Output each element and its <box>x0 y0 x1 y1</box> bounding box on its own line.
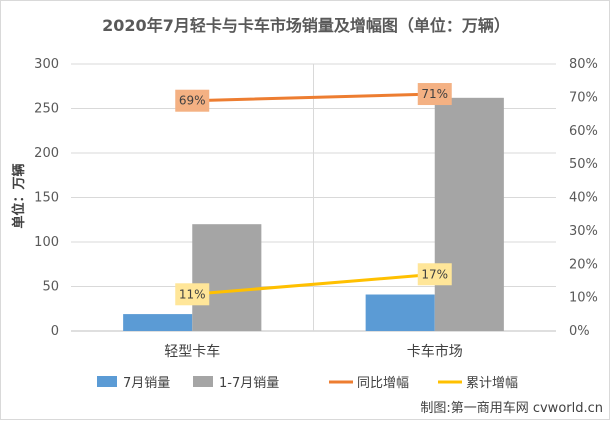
legend-item: 7月销量 <box>123 376 170 391</box>
grid <box>71 63 556 332</box>
y-tick-label: 100 <box>34 235 59 250</box>
y2-tick-label: 0% <box>569 324 590 339</box>
data-label-box <box>417 263 452 286</box>
y-tick-label: 50 <box>42 280 59 295</box>
series-line <box>190 272 437 296</box>
legend: 7月销量 1-7月销量 同比增幅 累计增幅 <box>97 376 518 391</box>
bar <box>434 97 504 331</box>
bars <box>123 97 504 331</box>
legend-item: 同比增幅 <box>357 376 409 391</box>
series-line <box>190 92 437 103</box>
y2-tick-label: 10% <box>569 291 598 306</box>
legend-item: 1-7月销量 <box>219 376 279 391</box>
y2-tick-label: 30% <box>569 224 598 239</box>
y2-tick-label: 20% <box>569 257 598 272</box>
y-axis-label: 单位：万辆 <box>11 163 27 228</box>
y2-tick-label: 60% <box>569 124 598 139</box>
y-tick-label: 150 <box>34 191 59 206</box>
data-label: 69% <box>179 94 206 108</box>
y2-tick-label: 50% <box>569 157 598 172</box>
bar <box>365 294 435 331</box>
data-label-box <box>175 283 210 306</box>
legend-swatch <box>97 376 117 387</box>
data-label-box <box>417 83 452 106</box>
y2-tick-label: 40% <box>569 191 598 206</box>
y2-tick-label: 70% <box>569 90 598 105</box>
y-tick-label: 200 <box>34 146 59 161</box>
credit-text: 制图:第一商用车网 cvworld.cn <box>420 400 603 416</box>
bar <box>192 224 262 331</box>
x-tick-label: 轻型卡车 <box>164 343 220 360</box>
data-label: 71% <box>421 87 448 101</box>
chart-title: 2020年7月轻卡与卡车市场销量及增幅图（单位：万辆） <box>102 16 510 35</box>
y-tick-label: 300 <box>34 57 59 72</box>
y2-tick-label: 80% <box>569 57 598 72</box>
legend-swatch <box>193 376 213 387</box>
axes: 0 50 100 150 200 250 300 0% 10% 20% 30% 40% 50% 60% 70… <box>34 57 598 360</box>
y-tick-label: 250 <box>34 102 59 117</box>
bar <box>123 314 193 331</box>
data-label: 11% <box>179 287 206 301</box>
x-tick-label: 卡车市场 <box>407 343 463 360</box>
legend-item: 累计增幅 <box>466 376 518 391</box>
data-label-box <box>175 89 210 112</box>
y-tick-label: 0 <box>51 324 59 339</box>
data-label: 17% <box>421 267 448 281</box>
lines: 69% 71% 11% 17% <box>175 83 452 306</box>
